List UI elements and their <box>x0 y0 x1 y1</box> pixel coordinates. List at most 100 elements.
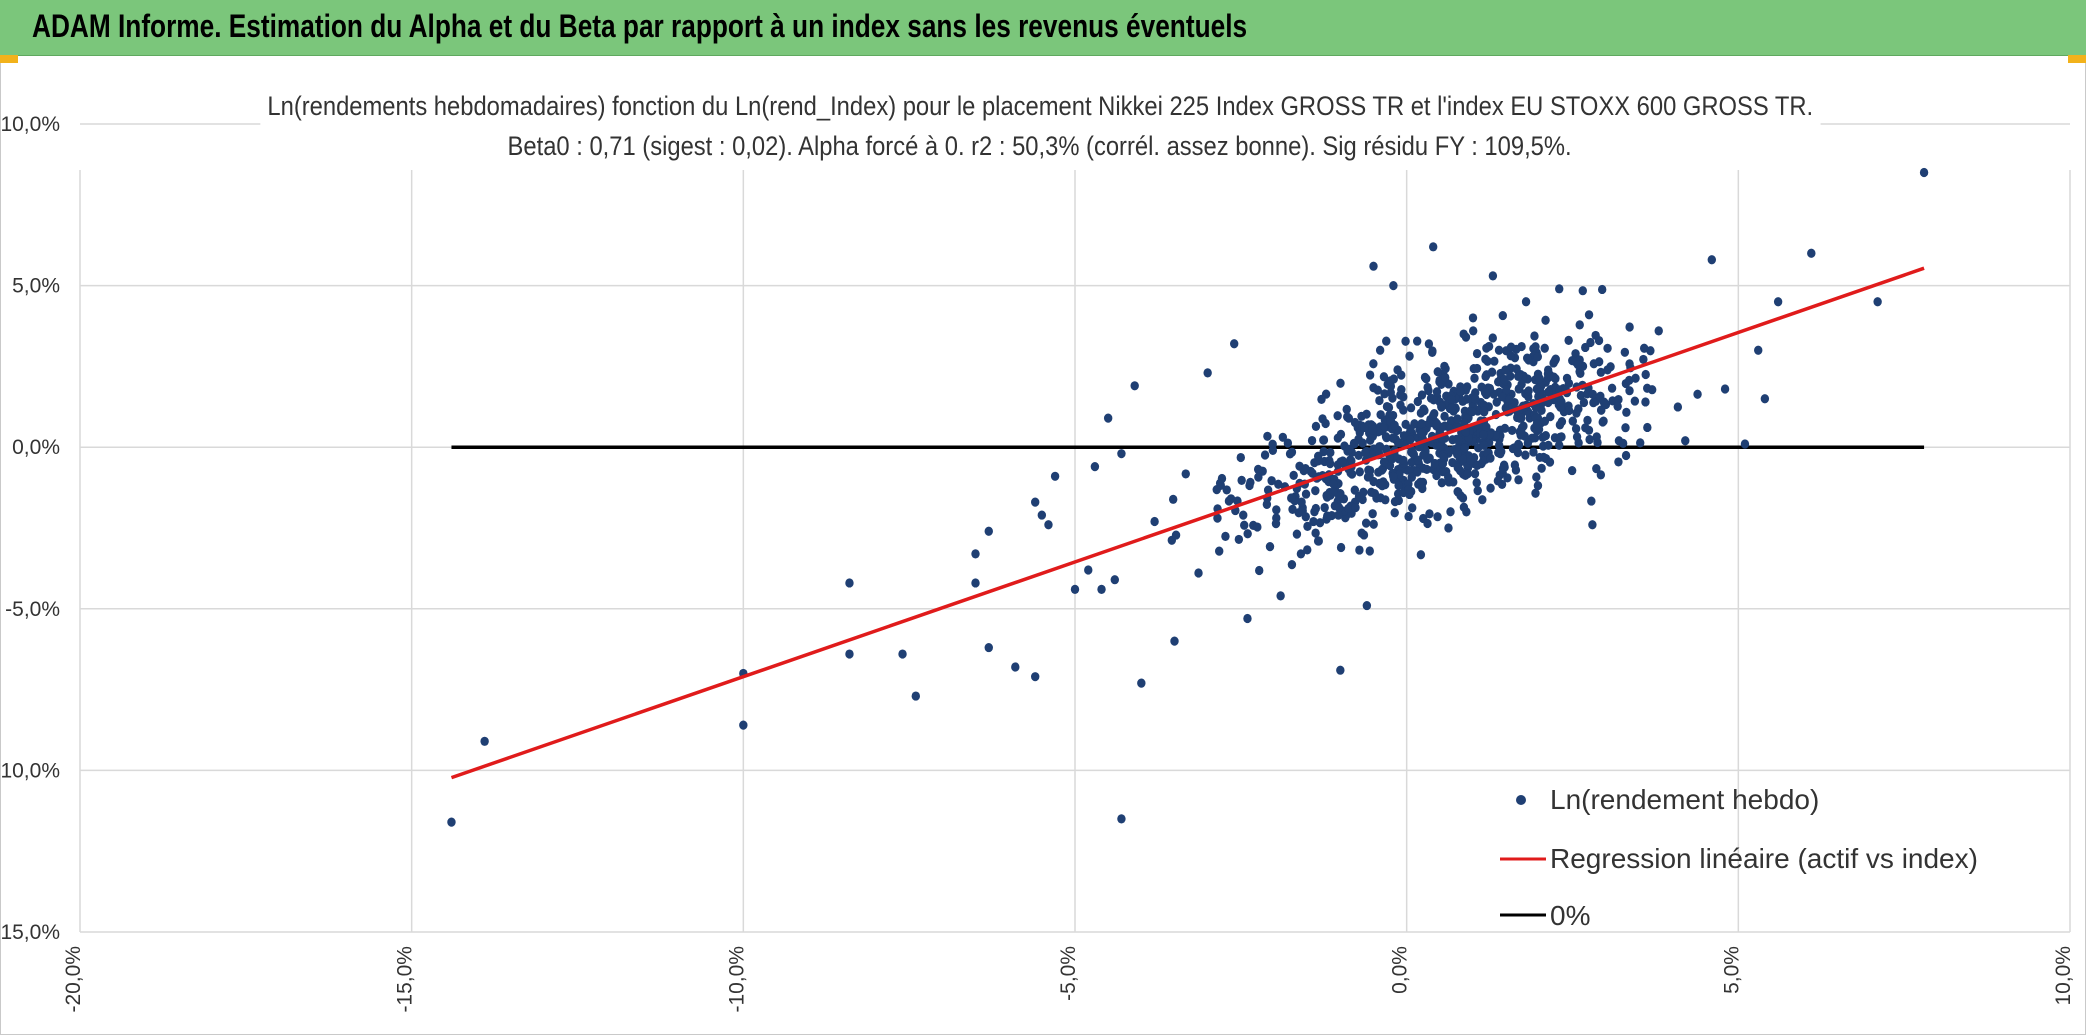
scatter-point <box>1308 468 1317 478</box>
scatter-point <box>1514 440 1524 450</box>
scatter-point <box>1535 373 1544 384</box>
scatter-point <box>1214 546 1224 556</box>
scatter-point <box>1571 424 1581 434</box>
scatter-point <box>1311 421 1321 431</box>
scatter-point <box>1234 534 1244 545</box>
scatter-point <box>1285 449 1295 459</box>
scatter-point <box>1289 470 1298 480</box>
scatter-point <box>1416 408 1426 418</box>
scatter-point <box>1213 513 1222 523</box>
scatter-point <box>1313 536 1323 546</box>
scatter-point <box>1544 387 1553 397</box>
scatter-point <box>1390 496 1400 507</box>
scatter-point <box>1379 457 1389 467</box>
scatter-point <box>1507 425 1517 436</box>
scatter-point <box>1404 511 1413 522</box>
scatter-point <box>1417 390 1427 400</box>
scatter-point <box>971 549 980 559</box>
scatter-point <box>1222 485 1231 495</box>
scatter-point <box>1490 356 1499 366</box>
scatter-point <box>1461 332 1471 342</box>
scatter-point <box>1555 432 1565 442</box>
scatter-point <box>1446 507 1455 517</box>
scatter-point <box>1090 461 1100 472</box>
scatter-point <box>1540 343 1549 353</box>
scatter-point <box>1408 503 1417 513</box>
scatter-point <box>1418 483 1427 494</box>
scatter-point <box>1406 424 1415 434</box>
scatter-point <box>1389 281 1398 291</box>
scatter-point <box>1596 367 1606 377</box>
scatter-point <box>480 736 489 746</box>
scatter-point <box>1643 422 1652 433</box>
scatter-point <box>1437 379 1446 390</box>
scatter-point <box>1347 456 1356 466</box>
scatter-point <box>1429 395 1438 405</box>
scatter-point <box>1301 464 1310 474</box>
scatter-point <box>1368 509 1377 519</box>
scatter-point <box>1575 320 1584 330</box>
scatter-point <box>1326 447 1335 458</box>
scatter-point <box>1217 473 1227 484</box>
scatter-point <box>1315 518 1325 528</box>
scatter-point <box>1564 405 1574 416</box>
scatter-point <box>1436 442 1445 452</box>
scatter-point <box>1360 422 1369 433</box>
scatter-point <box>1500 423 1510 433</box>
scatter-point <box>1311 503 1321 514</box>
scatter-point <box>1438 467 1448 477</box>
scatter-point <box>1262 499 1272 510</box>
scatter-point <box>1641 369 1650 380</box>
legend-label-points: Ln(rendement hebdo) <box>1550 784 1819 815</box>
scatter-point <box>1455 386 1465 396</box>
scatter-point <box>1496 449 1505 459</box>
scatter-point <box>1452 449 1462 459</box>
scatter-point <box>1466 455 1475 465</box>
scatter-point <box>1498 463 1508 474</box>
scatter-point <box>1624 375 1634 385</box>
scatter-point <box>1591 330 1600 341</box>
corner-marker <box>0 55 18 63</box>
scatter-point <box>1343 412 1352 422</box>
scatter-point <box>1334 503 1344 513</box>
scatter-point <box>1532 426 1542 436</box>
scatter-point <box>1584 310 1594 320</box>
scatter-point <box>1532 384 1542 394</box>
scatter-point <box>1243 529 1252 539</box>
scatter-point <box>1482 343 1491 353</box>
scatter-point <box>1303 545 1312 555</box>
scatter-point <box>1011 662 1020 672</box>
scatter-point <box>1236 452 1245 463</box>
scatter-point <box>1541 431 1550 441</box>
regression-line <box>450 266 1925 780</box>
scatter-point <box>1301 489 1311 499</box>
scatter-point <box>1444 523 1453 533</box>
scatter-point <box>1271 518 1281 529</box>
scatter-point <box>1378 481 1387 491</box>
scatter-point <box>1344 503 1353 514</box>
scatter-point <box>1355 467 1364 477</box>
scatter-point <box>1351 503 1360 513</box>
scatter-point <box>1532 419 1542 429</box>
scatter-point <box>1171 530 1181 540</box>
scatter-point <box>1375 442 1385 452</box>
scatter-point <box>845 649 854 659</box>
scatter-point <box>1297 497 1306 507</box>
scatter-point <box>1498 310 1508 321</box>
scatter-point <box>1362 600 1372 611</box>
scatter-point <box>1599 416 1608 426</box>
scatter-point <box>1432 470 1441 481</box>
scatter-point <box>1579 397 1589 408</box>
scatter-point <box>1390 508 1399 518</box>
scatter-point <box>1513 448 1523 458</box>
scatter-point <box>1413 455 1423 465</box>
scatter-point <box>1521 450 1530 460</box>
chart-title-block: Ln(rendements hebdomadaires) fonction du… <box>60 86 2020 166</box>
scatter-point <box>1461 427 1471 437</box>
scatter-point <box>1342 404 1351 415</box>
y-tick-label: 5,0% <box>12 275 60 298</box>
scatter-point <box>1625 322 1634 332</box>
scatter-point <box>1097 584 1106 595</box>
scatter-point <box>1530 433 1540 443</box>
